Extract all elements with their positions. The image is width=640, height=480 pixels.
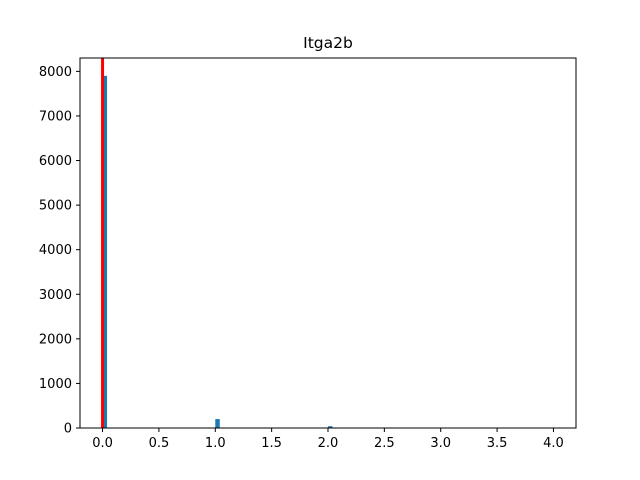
x-tick-label: 2.0 bbox=[318, 436, 339, 451]
bars-group bbox=[102, 75, 554, 428]
y-tick-label: 4000 bbox=[39, 243, 72, 258]
x-axis: 0.0 0.5 1.0 1.5 2.0 2.5 3.0 3.5 4.0 bbox=[92, 428, 564, 451]
y-tick-label: 7000 bbox=[39, 109, 72, 124]
y-tick-label: 1000 bbox=[39, 377, 72, 392]
y-tick-label: 6000 bbox=[39, 154, 72, 169]
x-tick-label: 3.0 bbox=[430, 436, 451, 451]
x-tick-label: 1.0 bbox=[205, 436, 226, 451]
x-tick-label: 0.0 bbox=[92, 436, 113, 451]
y-tick-label: 2000 bbox=[39, 332, 72, 347]
x-tick-label: 2.5 bbox=[374, 436, 395, 451]
y-tick-label: 8000 bbox=[39, 65, 72, 80]
x-tick-label: 4.0 bbox=[543, 436, 564, 451]
y-tick-label: 5000 bbox=[39, 199, 72, 214]
histogram-bar bbox=[215, 419, 220, 428]
x-tick-label: 0.5 bbox=[149, 436, 170, 451]
histogram-bar bbox=[102, 75, 108, 428]
chart-title: Itga2b bbox=[303, 34, 353, 52]
y-tick-label: 0 bbox=[64, 422, 72, 437]
x-tick-label: 1.5 bbox=[261, 436, 282, 451]
plot-frame bbox=[79, 57, 577, 429]
y-axis: 0 1000 2000 3000 4000 5000 6000 7000 8000 bbox=[39, 65, 80, 437]
x-tick-label: 3.5 bbox=[487, 436, 508, 451]
histogram-bar bbox=[328, 426, 333, 428]
y-tick-label: 3000 bbox=[39, 288, 72, 303]
